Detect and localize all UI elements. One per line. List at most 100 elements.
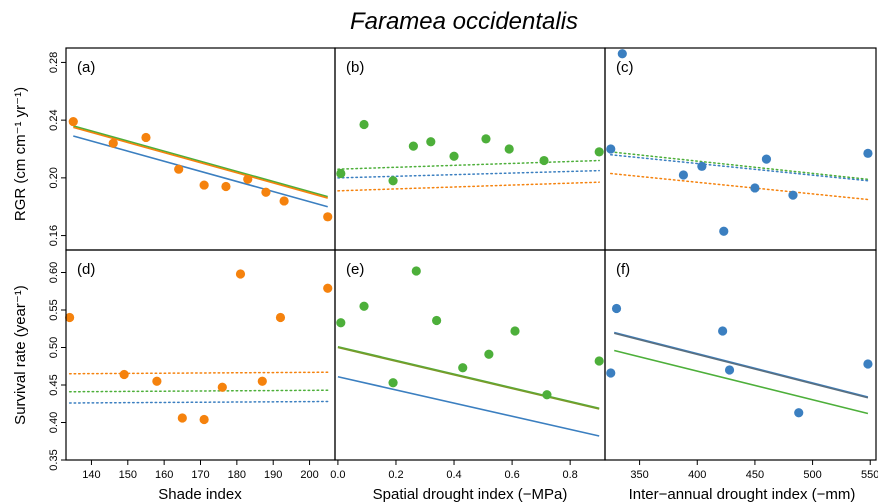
figure-title: Faramea occidentalis xyxy=(350,8,578,35)
data-point xyxy=(177,413,187,423)
y-tick-label-d: 0.60 xyxy=(48,262,60,283)
y-tick-label-a: 0.16 xyxy=(48,225,60,246)
panel-frame-d xyxy=(65,249,336,461)
data-point xyxy=(336,168,346,179)
data-point xyxy=(221,181,231,192)
data-point xyxy=(863,359,873,369)
data-point xyxy=(141,132,151,143)
fit-line-orange-dotted xyxy=(68,371,329,375)
x-tick-label-f: 350 xyxy=(630,469,648,481)
data-point xyxy=(606,368,616,378)
data-point xyxy=(152,376,162,386)
data-point xyxy=(235,269,246,279)
x-tick-label-f: 550 xyxy=(861,469,878,481)
panel-c: (c) xyxy=(604,47,877,251)
panel-label-e: (e) xyxy=(346,261,364,278)
fit-line-blue-dotted xyxy=(337,169,600,179)
data-point xyxy=(761,154,772,164)
data-point xyxy=(257,376,267,386)
data-point xyxy=(388,378,398,388)
data-point xyxy=(678,170,689,180)
x-tick-label-e: 0.8 xyxy=(563,469,578,481)
panel-b: (b) xyxy=(334,47,606,251)
data-point xyxy=(481,134,491,144)
x-tick-label-e: 0.0 xyxy=(330,469,345,481)
fit-line-orange-dotted xyxy=(337,181,600,192)
data-point xyxy=(484,349,494,359)
data-point xyxy=(606,144,616,154)
data-point xyxy=(426,137,436,147)
data-point xyxy=(719,226,729,236)
panel-frame-c xyxy=(604,47,877,251)
data-point xyxy=(279,196,289,206)
x-tick-label-d: 170 xyxy=(191,469,209,481)
data-point xyxy=(718,326,728,336)
x-tick-label-d: 160 xyxy=(155,469,173,481)
row-label-survival: Survival rate (year⁻¹) xyxy=(12,285,29,425)
fit-line-orange-dotted xyxy=(610,172,869,201)
data-point xyxy=(794,408,804,418)
fit-line-blue-dotted xyxy=(68,400,329,404)
data-point xyxy=(359,301,369,311)
data-point xyxy=(542,390,552,400)
fit-line-green-solid xyxy=(73,125,328,198)
y-tick-label-d: 0.40 xyxy=(48,412,60,433)
data-point xyxy=(68,116,78,127)
data-point xyxy=(243,174,253,184)
y-tick-label-d: 0.45 xyxy=(48,374,60,395)
fit-line-green-dotted xyxy=(610,151,869,181)
data-point xyxy=(449,151,459,161)
panel-label-b: (b) xyxy=(346,59,364,76)
data-point xyxy=(119,369,129,380)
data-point xyxy=(504,144,514,154)
data-point xyxy=(336,318,346,328)
data-point xyxy=(432,315,442,326)
fit-line-orange-solid xyxy=(73,126,328,199)
x-tick-label-d: 200 xyxy=(300,469,318,481)
data-point xyxy=(724,365,735,375)
data-point xyxy=(199,414,209,425)
data-point xyxy=(323,212,333,222)
x-tick-label-f: 400 xyxy=(688,469,706,481)
data-point xyxy=(594,356,604,366)
x-tick-label-d: 150 xyxy=(119,469,137,481)
y-tick-label-a: 0.28 xyxy=(48,52,60,73)
y-tick-label-a: 0.20 xyxy=(48,167,60,188)
x-tick-label-d: 180 xyxy=(228,469,246,481)
y-tick-label-a: 0.24 xyxy=(48,109,60,130)
data-point xyxy=(217,382,227,392)
data-point xyxy=(750,183,760,193)
data-point xyxy=(108,138,118,148)
panel-label-a: (a) xyxy=(77,59,95,76)
y-tick-label-d: 0.50 xyxy=(48,337,60,358)
x-tick-label-f: 500 xyxy=(803,469,821,481)
fit-line-green-solid xyxy=(614,349,869,415)
row-label-rgr: RGR (cm cm⁻¹ yr⁻¹) xyxy=(12,87,29,221)
x-tick-label-e: 0.4 xyxy=(446,469,461,481)
panel-frame-b xyxy=(334,47,606,251)
data-point xyxy=(323,283,333,293)
panel-label-c: (c) xyxy=(616,59,634,76)
fit-line-olive-solid xyxy=(337,346,600,410)
panel-e: 0.0 0.2 0.4 0.6 0.8 (e) xyxy=(330,249,606,481)
panels: 0.16 0.20 0.24 0.28 (a) (b) (c) 0.35 0.40 0.45 0.5… xyxy=(48,47,878,481)
data-point xyxy=(594,147,604,157)
y-tick-label-d: 0.55 xyxy=(48,299,60,320)
data-point xyxy=(411,266,421,276)
data-point xyxy=(388,176,398,186)
x-axis-label-shade: Shade index xyxy=(158,486,242,503)
x-tick-label-e: 0.6 xyxy=(504,469,519,481)
data-point xyxy=(617,49,627,59)
data-point xyxy=(510,326,520,336)
x-tick-label-d: 140 xyxy=(82,469,100,481)
data-point xyxy=(539,155,549,166)
data-point xyxy=(261,187,271,197)
data-point xyxy=(275,312,286,323)
data-point xyxy=(174,164,184,174)
fit-line-green-dotted xyxy=(337,159,600,170)
x-tick-label-e: 0.2 xyxy=(388,469,403,481)
data-point xyxy=(611,303,622,314)
panel-a: 0.16 0.20 0.24 0.28 (a) xyxy=(48,47,336,251)
data-point xyxy=(697,161,707,171)
